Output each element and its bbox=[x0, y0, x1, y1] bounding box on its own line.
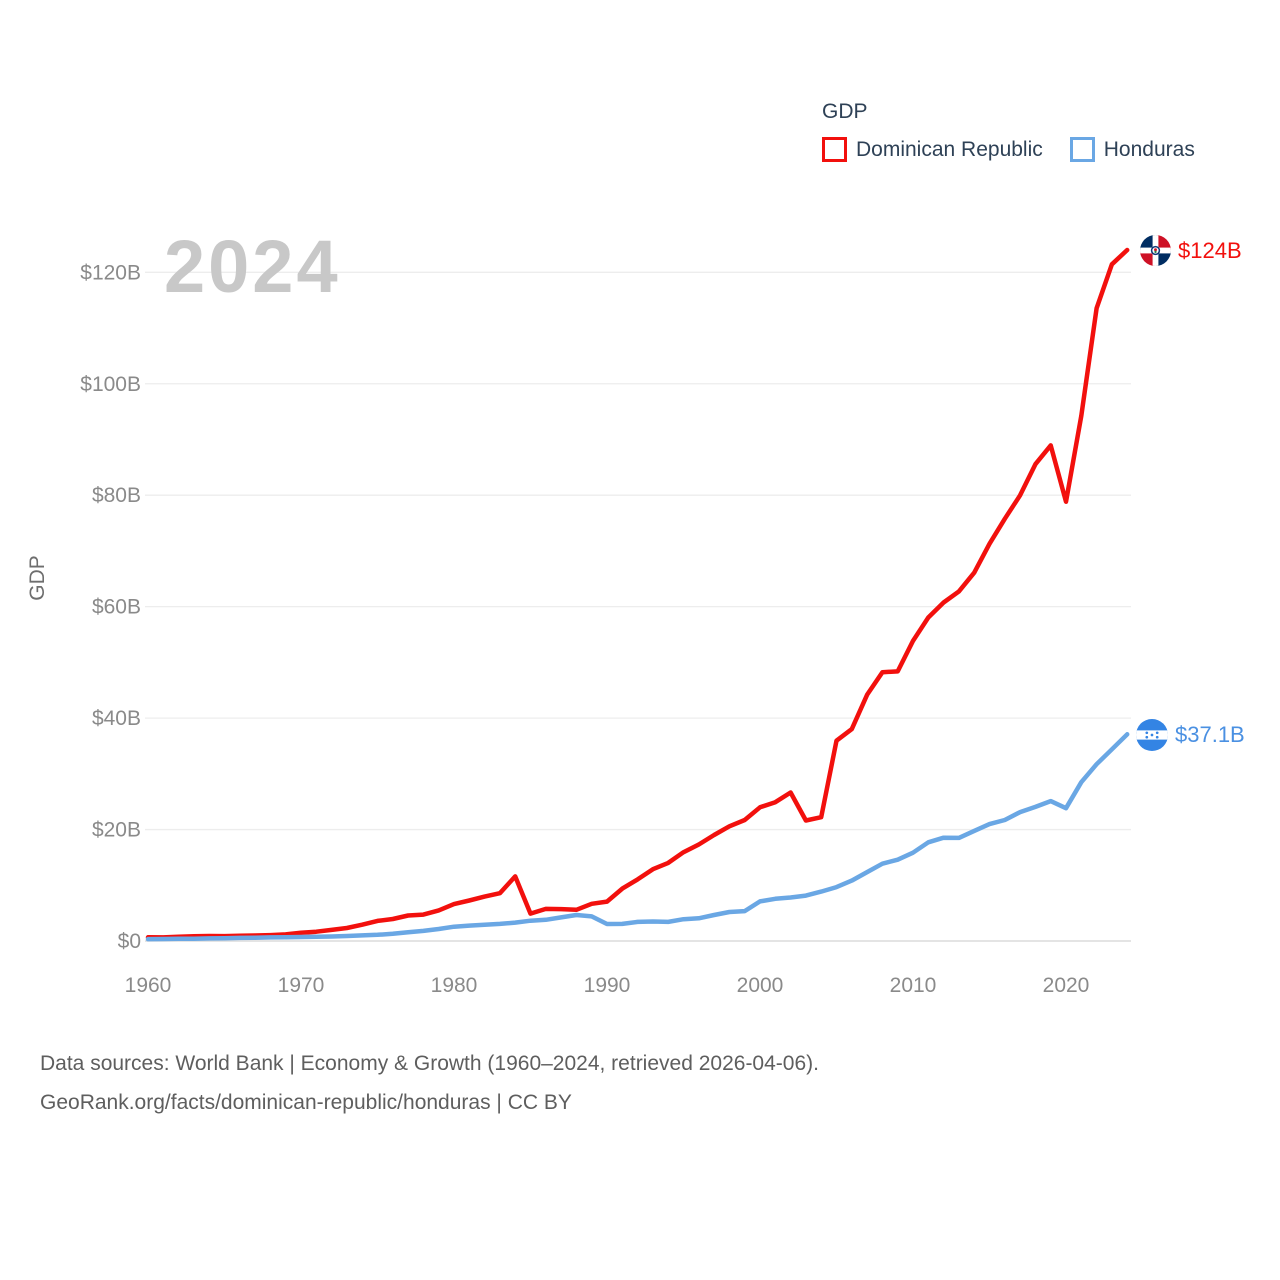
series-line-dominican-republic bbox=[145, 247, 1130, 940]
footer-attribution: GeoRank.org/facts/dominican-republic/hon… bbox=[40, 1091, 572, 1114]
x-axis-tick-label: 1960 bbox=[125, 974, 172, 997]
footer-data-sources: Data sources: World Bank | Economy & Gro… bbox=[40, 1052, 819, 1075]
series-line-honduras bbox=[145, 732, 1130, 942]
dominican-republic-flag-icon bbox=[1140, 235, 1171, 266]
dominican-republic-end-value: $124B bbox=[1178, 237, 1242, 263]
honduras-flag-icon bbox=[1136, 719, 1168, 751]
legend-items: Dominican Republic Honduras bbox=[822, 137, 1195, 162]
y-axis-tick-label: $0 bbox=[118, 930, 141, 953]
y-axis-tick-label: $80B bbox=[92, 484, 141, 507]
chart-footer: Data sources: World Bank | Economy & Gro… bbox=[40, 1044, 819, 1122]
x-axis-tick-label: 1980 bbox=[431, 974, 478, 997]
legend-title: GDP bbox=[822, 100, 868, 123]
legend-item-dominican-republic[interactable]: Dominican Republic bbox=[822, 137, 1043, 162]
y-axis-tick-label: $120B bbox=[80, 261, 141, 284]
x-axis-tick-label: 1990 bbox=[584, 974, 631, 997]
y-axis-tick-label: $20B bbox=[92, 819, 141, 842]
honduras-end-value: $37.1B bbox=[1175, 722, 1245, 747]
honduras-end-label: $37.1B bbox=[1136, 719, 1245, 751]
honduras-swatch-icon bbox=[1069, 137, 1095, 162]
x-axis-tick-label: 2000 bbox=[737, 974, 784, 997]
legend-item-honduras[interactable]: Honduras bbox=[1069, 137, 1195, 162]
legend-label-honduras: Honduras bbox=[1103, 137, 1195, 161]
dominican-republic-end-label: $124B bbox=[1140, 235, 1242, 266]
y-axis-title: GDP bbox=[26, 555, 49, 601]
y-axis-tick-label: $100B bbox=[80, 373, 141, 396]
y-axis-tick-label: $40B bbox=[92, 707, 141, 730]
y-axis-tick-label: $60B bbox=[92, 596, 141, 619]
chart-legend: GDP Dominican Republic Honduras bbox=[822, 100, 1195, 162]
legend-label-dominican-republic: Dominican Republic bbox=[856, 137, 1043, 161]
x-axis-tick-label: 1970 bbox=[278, 974, 325, 997]
x-axis-tick-label: 2020 bbox=[1043, 974, 1090, 997]
dominican-republic-swatch-icon bbox=[822, 137, 847, 162]
x-axis-tick-label: 2010 bbox=[890, 974, 937, 997]
